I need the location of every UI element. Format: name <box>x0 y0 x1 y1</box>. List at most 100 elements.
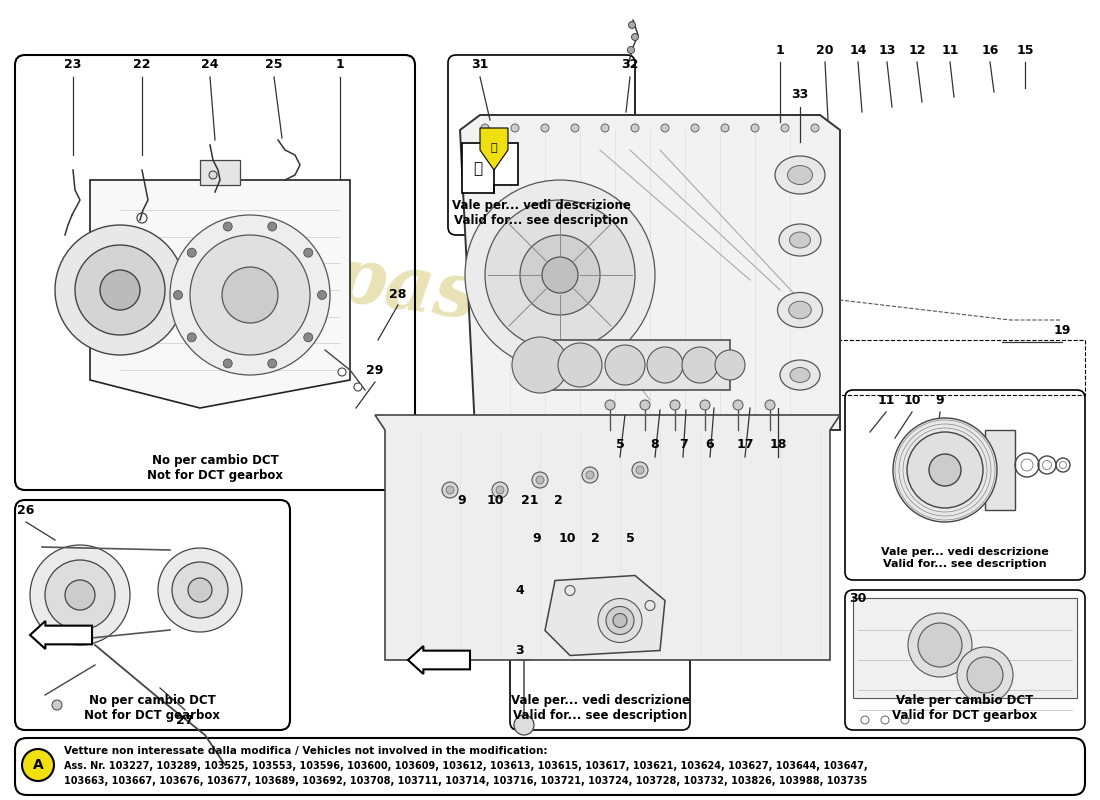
Ellipse shape <box>789 302 812 318</box>
Circle shape <box>512 124 519 132</box>
Circle shape <box>30 545 130 645</box>
Text: 18: 18 <box>769 438 786 451</box>
Polygon shape <box>460 115 840 430</box>
Text: 27: 27 <box>176 714 194 726</box>
Circle shape <box>100 270 140 310</box>
Text: 4: 4 <box>516 583 525 597</box>
Circle shape <box>55 225 185 355</box>
Bar <box>814 340 1085 395</box>
Circle shape <box>174 290 183 299</box>
Circle shape <box>52 700 62 710</box>
Text: 15: 15 <box>1016 43 1034 57</box>
Bar <box>852 598 1077 698</box>
Circle shape <box>65 580 95 610</box>
Text: 2: 2 <box>591 531 600 545</box>
Text: 32: 32 <box>621 58 639 71</box>
Text: 21: 21 <box>521 494 539 506</box>
Ellipse shape <box>788 166 813 185</box>
Circle shape <box>682 347 718 383</box>
Circle shape <box>222 267 278 323</box>
Text: 7: 7 <box>679 438 688 451</box>
Circle shape <box>304 248 312 257</box>
Circle shape <box>918 623 962 667</box>
Circle shape <box>492 482 508 498</box>
Text: Vale per... vedi descrizione
Valid for... see description: Vale per... vedi descrizione Valid for..… <box>881 547 1049 569</box>
Text: Ass. Nr. 103227, 103289, 103525, 103553, 103596, 103600, 103609, 103612, 103613,: Ass. Nr. 103227, 103289, 103525, 103553,… <box>64 761 868 771</box>
Circle shape <box>170 215 330 375</box>
Ellipse shape <box>790 232 811 248</box>
Bar <box>200 160 240 185</box>
Text: 16: 16 <box>981 43 999 57</box>
Text: 14: 14 <box>849 43 867 57</box>
Circle shape <box>967 657 1003 693</box>
Text: 6: 6 <box>706 438 714 451</box>
Circle shape <box>631 34 638 41</box>
Text: Vetture non interessate dalla modifica / Vehicles not involved in the modificati: Vetture non interessate dalla modifica /… <box>64 746 548 756</box>
Circle shape <box>631 124 639 132</box>
Text: 9: 9 <box>532 531 541 545</box>
Circle shape <box>485 200 635 350</box>
Circle shape <box>22 749 54 781</box>
Circle shape <box>930 454 961 486</box>
Circle shape <box>601 124 609 132</box>
Circle shape <box>613 614 627 627</box>
Circle shape <box>209 171 217 179</box>
Text: 30: 30 <box>849 591 867 605</box>
Circle shape <box>223 359 232 368</box>
Circle shape <box>304 333 312 342</box>
Polygon shape <box>462 143 518 193</box>
Circle shape <box>442 482 458 498</box>
Text: 31: 31 <box>471 58 488 71</box>
Text: 🐎: 🐎 <box>491 143 497 153</box>
Ellipse shape <box>779 224 821 256</box>
Text: 🐴: 🐴 <box>473 162 483 177</box>
Circle shape <box>187 248 196 257</box>
Text: A: A <box>33 758 43 772</box>
Circle shape <box>733 400 742 410</box>
Text: 1: 1 <box>776 43 784 57</box>
Text: 12: 12 <box>909 43 926 57</box>
Polygon shape <box>30 621 92 649</box>
Circle shape <box>541 124 549 132</box>
Circle shape <box>532 472 548 488</box>
Text: 13: 13 <box>878 43 895 57</box>
Circle shape <box>893 418 997 522</box>
Circle shape <box>632 462 648 478</box>
Circle shape <box>715 350 745 380</box>
Text: 22: 22 <box>133 58 151 71</box>
Circle shape <box>586 471 594 479</box>
Text: 5: 5 <box>626 531 635 545</box>
Circle shape <box>811 124 819 132</box>
Text: 24: 24 <box>201 58 219 71</box>
Text: 103663, 103667, 103676, 103677, 103689, 103692, 103708, 103711, 103714, 103716, : 103663, 103667, 103676, 103677, 103689, … <box>64 776 867 786</box>
Circle shape <box>627 46 635 54</box>
Text: 20: 20 <box>816 43 834 57</box>
Polygon shape <box>408 646 470 674</box>
Circle shape <box>781 124 789 132</box>
Circle shape <box>512 337 568 393</box>
Text: 9: 9 <box>458 494 466 506</box>
Circle shape <box>598 598 642 642</box>
Circle shape <box>542 257 578 293</box>
Circle shape <box>661 124 669 132</box>
Text: Vale per cambio DCT
Valid for DCT gearbox: Vale per cambio DCT Valid for DCT gearbo… <box>892 694 1037 722</box>
Circle shape <box>187 333 196 342</box>
Text: Vale per... vedi descrizione
Valid for... see description: Vale per... vedi descrizione Valid for..… <box>510 694 690 722</box>
Text: 2: 2 <box>553 494 562 506</box>
Circle shape <box>267 222 277 231</box>
Circle shape <box>481 124 490 132</box>
Circle shape <box>536 476 544 484</box>
Text: 9: 9 <box>936 394 944 406</box>
Ellipse shape <box>780 360 820 390</box>
Text: 33: 33 <box>791 89 808 102</box>
Circle shape <box>605 400 615 410</box>
Circle shape <box>158 548 242 632</box>
Circle shape <box>338 368 346 376</box>
Circle shape <box>640 400 650 410</box>
Circle shape <box>764 400 776 410</box>
Circle shape <box>700 400 710 410</box>
Text: passione: passione <box>327 242 707 366</box>
Circle shape <box>636 466 644 474</box>
Circle shape <box>582 467 598 483</box>
Text: 11: 11 <box>878 394 894 406</box>
